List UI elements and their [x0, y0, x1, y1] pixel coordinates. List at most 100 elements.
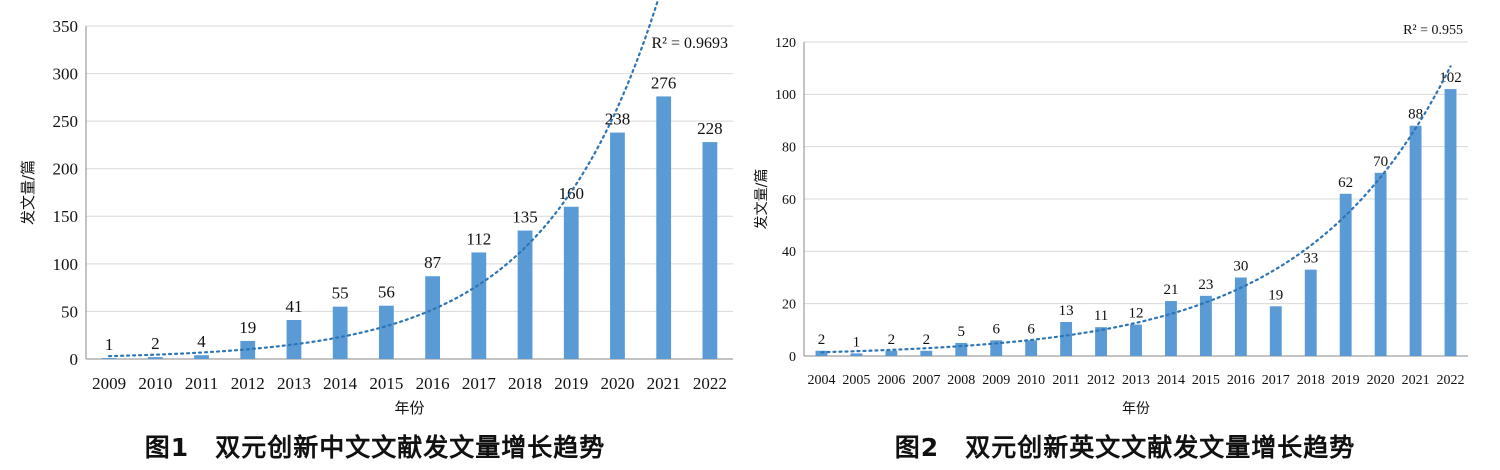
bar [101, 358, 117, 359]
data-label: 11 [1094, 308, 1108, 324]
data-label: 5 [958, 324, 966, 340]
y-tick-label: 50 [61, 302, 78, 321]
bar [425, 276, 441, 359]
bar [702, 142, 718, 359]
x-tick-label: 2006 [877, 373, 905, 388]
x-tick-label: 2017 [462, 374, 497, 393]
data-label: 2 [818, 332, 826, 348]
r-squared-label: R² = 0.9693 [652, 35, 729, 52]
x-tick-label: 2014 [323, 374, 358, 393]
x-tick-label: 2021 [1402, 373, 1430, 388]
chart-panel-chinese: 0 50 100 150 200 250 300 350 1 2009 2 2010 4 2011 19 20… [19, 0, 733, 462]
x-tick-label: 2010 [1017, 373, 1045, 388]
data-label: 228 [697, 119, 723, 138]
y-tick-label: 100 [775, 88, 796, 103]
bar [920, 350, 933, 356]
data-label: 2 [151, 334, 160, 353]
bar [1025, 340, 1038, 356]
x-tick-label: 2008 [947, 373, 975, 388]
bar [815, 350, 828, 356]
y-tick-label: 120 [775, 36, 796, 51]
data-label: 19 [239, 318, 256, 337]
bar [1304, 269, 1317, 356]
data-label: 23 [1198, 277, 1213, 293]
bar [1199, 295, 1212, 356]
data-label: 238 [605, 110, 631, 129]
data-label: 19 [1268, 287, 1283, 303]
r-squared-label: R² = 0.955 [1403, 23, 1463, 38]
data-label: 102 [1439, 70, 1462, 86]
bar [1060, 321, 1073, 356]
y-axis-title: 发文量/篇 [19, 160, 37, 225]
bar [563, 206, 579, 359]
x-tick-label: 2010 [138, 374, 172, 393]
x-tick-label: 2022 [693, 374, 727, 393]
y-axis-title: 发文量/篇 [754, 169, 770, 230]
chart-chinese-literature: 0 50 100 150 200 250 300 350 1 2009 2 2010 4 2011 19 20… [19, 0, 733, 417]
data-label: 135 [512, 208, 538, 227]
y-tick-label: 40 [782, 245, 796, 260]
x-tick-label: 2012 [1087, 373, 1115, 388]
x-axis-title: 年份 [394, 399, 424, 417]
x-tick-label: 2007 [912, 373, 940, 388]
data-label: 112 [466, 229, 491, 248]
data-label: 2 [923, 332, 931, 348]
bar [147, 357, 163, 359]
y-tick-label: 250 [53, 112, 79, 131]
x-tick-label: 2019 [1332, 373, 1360, 388]
y-tick-label: 0 [70, 350, 79, 369]
y-tick-label: 60 [782, 193, 796, 208]
bar [1130, 324, 1142, 356]
x-tick-label: 2004 [807, 373, 835, 388]
bar [1095, 327, 1107, 356]
bar [332, 306, 348, 359]
x-tick-label: 2018 [508, 374, 542, 393]
x-tick-label: 2018 [1297, 373, 1325, 388]
bar [286, 319, 302, 359]
x-tick-label: 2021 [647, 374, 681, 393]
bar [1409, 125, 1422, 356]
y-tick-label: 20 [782, 298, 796, 313]
x-tick-label: 2020 [600, 374, 634, 393]
data-label: 62 [1338, 175, 1353, 191]
x-tick-label: 2016 [416, 374, 450, 393]
y-tick-label: 150 [53, 207, 79, 226]
x-tick-label: 2019 [554, 374, 588, 393]
bar [955, 342, 968, 356]
x-tick-label: 2015 [1192, 373, 1220, 388]
x-tick-label: 2022 [1437, 373, 1465, 388]
data-label: 276 [651, 73, 677, 92]
x-tick-label: 2011 [1052, 373, 1079, 388]
x-tick-label: 2012 [231, 374, 265, 393]
bar [990, 340, 1003, 356]
bar [1234, 277, 1247, 356]
x-tick-label: 2014 [1157, 373, 1185, 388]
data-label: 13 [1059, 303, 1074, 319]
x-tick-label: 2017 [1262, 373, 1290, 388]
y-tick-label: 200 [53, 160, 79, 179]
data-label: 70 [1373, 154, 1388, 170]
bar [1269, 306, 1282, 356]
chart-caption-english: 图2 双元创新英文文献发文量增长趋势 [894, 433, 1356, 462]
y-tick-label: 350 [53, 17, 79, 36]
y-tick-label: 0 [789, 350, 796, 365]
chart-english-literature: 0 20 40 60 80 100 120 2 2004 1 2005 2 2006 2 2007 5 2008… [754, 23, 1468, 417]
data-label: 30 [1233, 259, 1248, 275]
chart-panel-english: 0 20 40 60 80 100 120 2 2004 1 2005 2 2006 2 2007 5 2008… [750, 0, 1500, 470]
data-label: 33 [1303, 251, 1318, 267]
x-axis-title: 年份 [1122, 401, 1150, 417]
bar [1165, 301, 1177, 356]
x-tick-label: 2013 [277, 374, 311, 393]
trendline [820, 65, 1452, 354]
chart-caption-chinese: 图1 双元创新中文文献发文量增长趋势 [144, 433, 606, 462]
bar [885, 350, 898, 356]
data-label: 1 [853, 334, 861, 350]
x-tick-label: 2011 [185, 374, 218, 393]
bar [610, 132, 625, 359]
x-tick-label: 2020 [1367, 373, 1395, 388]
bar [850, 353, 863, 356]
data-label: 56 [378, 283, 395, 302]
data-label: 87 [424, 253, 442, 272]
y-tick-label: 80 [782, 141, 796, 156]
x-tick-label: 2009 [982, 373, 1010, 388]
